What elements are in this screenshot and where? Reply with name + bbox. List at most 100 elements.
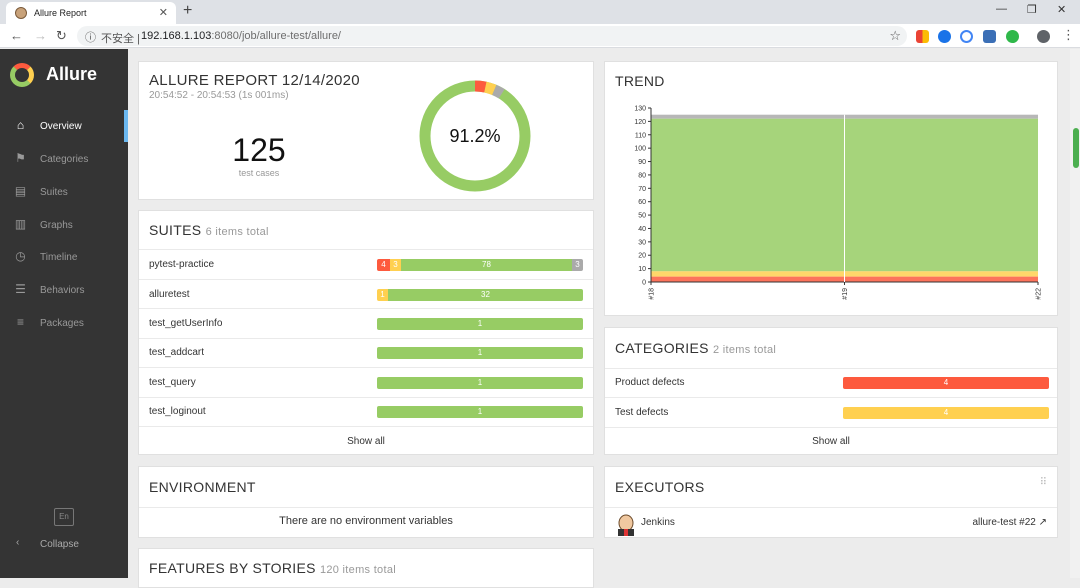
category-bar-test-defects[interactable]: 4	[843, 407, 1049, 419]
sidebar-item-overview[interactable]: ⌂ Overview	[0, 110, 128, 142]
trend-y-tick-label: 60	[638, 199, 646, 206]
categories-show-all-link[interactable]: Show all	[812, 436, 850, 447]
sidebar-item-suites[interactable]: ▤ Suites	[0, 176, 128, 208]
extension-2-icon[interactable]	[938, 30, 951, 43]
success-rate-percent: 91.2%	[449, 126, 501, 146]
home-icon: ⌂	[16, 118, 25, 132]
jenkins-favicon-icon	[15, 7, 27, 19]
sidebar-item-packages[interactable]: ≡ Packages	[0, 307, 128, 339]
profile-avatar-icon[interactable]	[1037, 30, 1050, 43]
sidebar-item-label: Graphs	[40, 220, 73, 231]
suite-name-alluretest[interactable]: alluretest	[149, 289, 190, 300]
language-selector[interactable]: En	[54, 508, 74, 526]
executor-build-link[interactable]: allure-test #22 ↗	[972, 517, 1047, 528]
align-left-icon: ≡	[16, 315, 24, 329]
sidebar-item-behaviors[interactable]: ☰ Behaviors	[0, 274, 128, 306]
suites-title: SUITES	[149, 222, 202, 238]
browser-toolbar: ← → ↻ ⓘ 不安全 | 192.168.1.103:8080/job/all…	[0, 24, 1080, 48]
passed-segment: 1	[377, 318, 583, 330]
category-name-test-defects[interactable]: Test defects	[615, 407, 669, 418]
category-bar-product-defects[interactable]: 4	[843, 377, 1049, 389]
new-tab-button[interactable]: +	[183, 2, 193, 19]
suite-bar-test-loginout[interactable]: 1	[377, 406, 583, 418]
url-path: :8080/job/allure-test/allure/	[211, 30, 341, 42]
features-card: FEATURES BY STORIES 120 items total	[138, 548, 594, 588]
bookmark-star-icon[interactable]: ☆	[889, 28, 901, 43]
trend-y-tick-label: 70	[638, 186, 646, 193]
report-time-range: 20:54:52 - 20:54:53 (1s 001ms)	[149, 90, 289, 101]
donut-skipped-arc	[492, 84, 505, 99]
categories-card: CATEGORIES 2 items total Product defects…	[604, 327, 1058, 455]
suite-name-test-getuserinfo[interactable]: test_getUserInfo	[149, 318, 223, 329]
executor-build-label: allure-test #22	[972, 517, 1036, 528]
donut-broken-arc	[484, 81, 497, 96]
extension-5-icon[interactable]	[1006, 30, 1019, 43]
list-icon: ☰	[15, 282, 26, 296]
trend-y-tick-label: 40	[638, 226, 646, 233]
drag-handle-icon[interactable]: ⠿	[1039, 477, 1047, 488]
close-window-icon[interactable]: ✕	[1057, 4, 1067, 16]
back-arrow-icon[interactable]: ←	[10, 28, 23, 43]
broken-segment: 3	[390, 259, 401, 271]
categories-count: 2 items total	[712, 344, 777, 356]
reload-icon[interactable]: ↻	[56, 28, 67, 43]
extension-4-icon[interactable]	[983, 30, 996, 43]
sidebar-item-label: Packages	[40, 318, 84, 329]
success-rate-donut	[419, 80, 531, 192]
suite-name-test-query[interactable]: test_query	[149, 377, 196, 388]
briefcase-icon: ▤	[14, 184, 27, 198]
divider	[605, 427, 1057, 428]
suite-bar-test-query[interactable]: 1	[377, 377, 583, 389]
extension-3-icon[interactable]	[960, 30, 973, 43]
collapse-button[interactable]: ‹ Collapse	[0, 534, 128, 554]
scrollbar-thumb[interactable]	[1073, 128, 1079, 168]
sidebar-item-graphs[interactable]: ▥ Graphs	[0, 209, 128, 241]
passed-segment: 1	[377, 406, 583, 418]
address-bar[interactable]: ⓘ 不安全 | 192.168.1.103:8080/job/allure-te…	[77, 26, 907, 46]
suite-name-pytest-practice[interactable]: pytest-practice	[149, 259, 215, 270]
browser-menu-icon[interactable]: ⋮	[1062, 27, 1075, 42]
suites-show-all-link[interactable]: Show all	[347, 436, 385, 447]
suite-bar-pytest-practice[interactable]: 4 3 78 3	[377, 259, 583, 271]
close-tab-icon[interactable]: ✕	[158, 7, 168, 19]
suite-name-test-addcart[interactable]: test_addcart	[149, 347, 205, 358]
suite-bar-alluretest[interactable]: 1 32	[377, 289, 583, 301]
forward-arrow-icon[interactable]: →	[34, 28, 47, 43]
jenkins-avatar-icon	[618, 514, 634, 536]
skipped-segment: 3	[572, 259, 583, 271]
trend-y-tick-label: 20	[638, 253, 646, 260]
sidebar-item-label: Behaviors	[40, 285, 85, 296]
allure-logo-icon[interactable]	[10, 63, 34, 87]
trend-y-tick-label: 130	[634, 106, 646, 113]
suites-card: SUITES 6 items total pytest-practice 4 3…	[138, 210, 594, 455]
external-link-icon: ↗	[1038, 517, 1047, 528]
suite-name-test-loginout[interactable]: test_loginout	[149, 406, 206, 417]
environment-card: ENVIRONMENT There are no environment var…	[138, 466, 594, 538]
executor-name: Jenkins	[641, 517, 675, 528]
trend-y-tick-label: 30	[638, 239, 646, 246]
passed-segment: 1	[377, 347, 583, 359]
browser-tab-strip: Allure Report ✕ + — ❐ ✕	[0, 0, 1080, 24]
extension-1-icon[interactable]	[916, 30, 929, 43]
passed-segment: 1	[377, 377, 583, 389]
environment-empty-message: There are no environment variables	[279, 515, 453, 527]
category-name-product-defects[interactable]: Product defects	[615, 377, 685, 388]
broken-segment: 4	[843, 407, 1049, 419]
divider	[605, 507, 1057, 508]
info-icon[interactable]: ⓘ	[85, 32, 96, 44]
sidebar-item-label: Timeline	[40, 252, 78, 263]
suite-bar-test-getuserinfo[interactable]: 1	[377, 318, 583, 330]
trend-card: TREND 130 120 110 100 90 80 70 60 50 40 30 20 10 0 #18…	[604, 61, 1058, 316]
passed-segment: 78	[401, 259, 572, 271]
brand-name[interactable]: Allure	[46, 64, 98, 84]
features-title: FEATURES BY STORIES	[149, 560, 316, 576]
suite-bar-test-addcart[interactable]: 1	[377, 347, 583, 359]
sidebar-item-timeline[interactable]: ◷ Timeline	[0, 241, 128, 273]
minimize-window-icon[interactable]: —	[996, 3, 1007, 15]
page-scrollbar[interactable]	[1070, 49, 1080, 578]
insecure-label: 不安全	[101, 33, 134, 45]
sidebar-item-categories[interactable]: ⚑ Categories	[0, 143, 128, 175]
summary-card: ALLURE REPORT 12/14/2020 20:54:52 - 20:5…	[138, 61, 594, 200]
browser-tab[interactable]: Allure Report ✕	[6, 2, 176, 24]
restore-window-icon[interactable]: ❐	[1027, 4, 1037, 16]
